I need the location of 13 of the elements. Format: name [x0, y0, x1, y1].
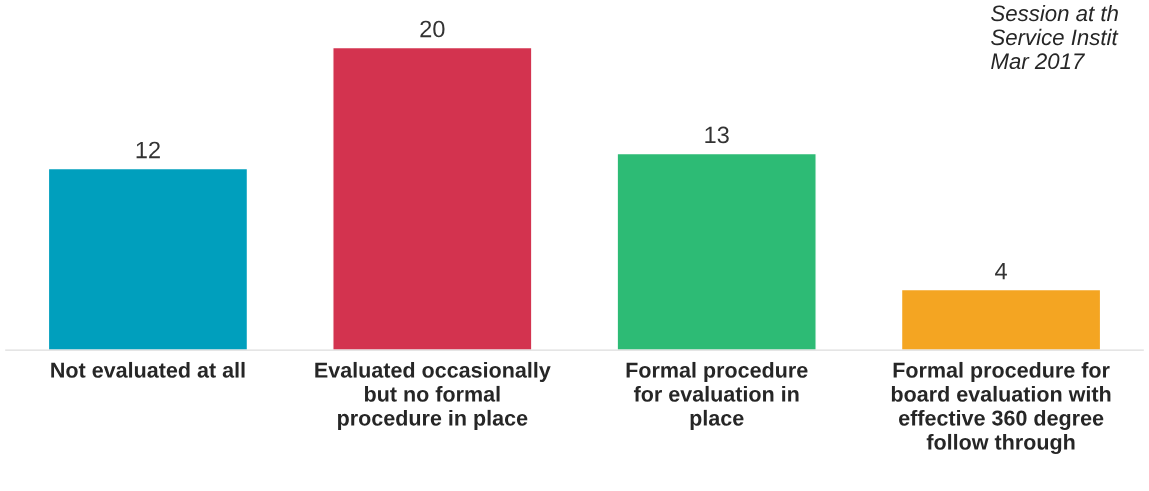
data-label: 4 [995, 262, 1007, 280]
x-tick-label: Not evaluated at all [51, 361, 245, 378]
data-label: 12 [136, 141, 160, 159]
bar [900, 288, 1102, 351]
x-tick-label: Formal procedure for board evaluation with effective 360 degree follow through [891, 361, 1111, 455]
bar [332, 46, 533, 351]
bar [47, 167, 249, 351]
bar [616, 152, 817, 351]
data-label: 20 [420, 20, 445, 38]
annotation: Session at th Service Instit Mar 2017 [991, 4, 1119, 70]
x-tick-label: Evaluated occasionally but no formal procedure in place [315, 361, 551, 430]
data-label: 13 [705, 126, 729, 144]
x-tick-label: Formal procedure for evaluation in place [626, 361, 808, 430]
